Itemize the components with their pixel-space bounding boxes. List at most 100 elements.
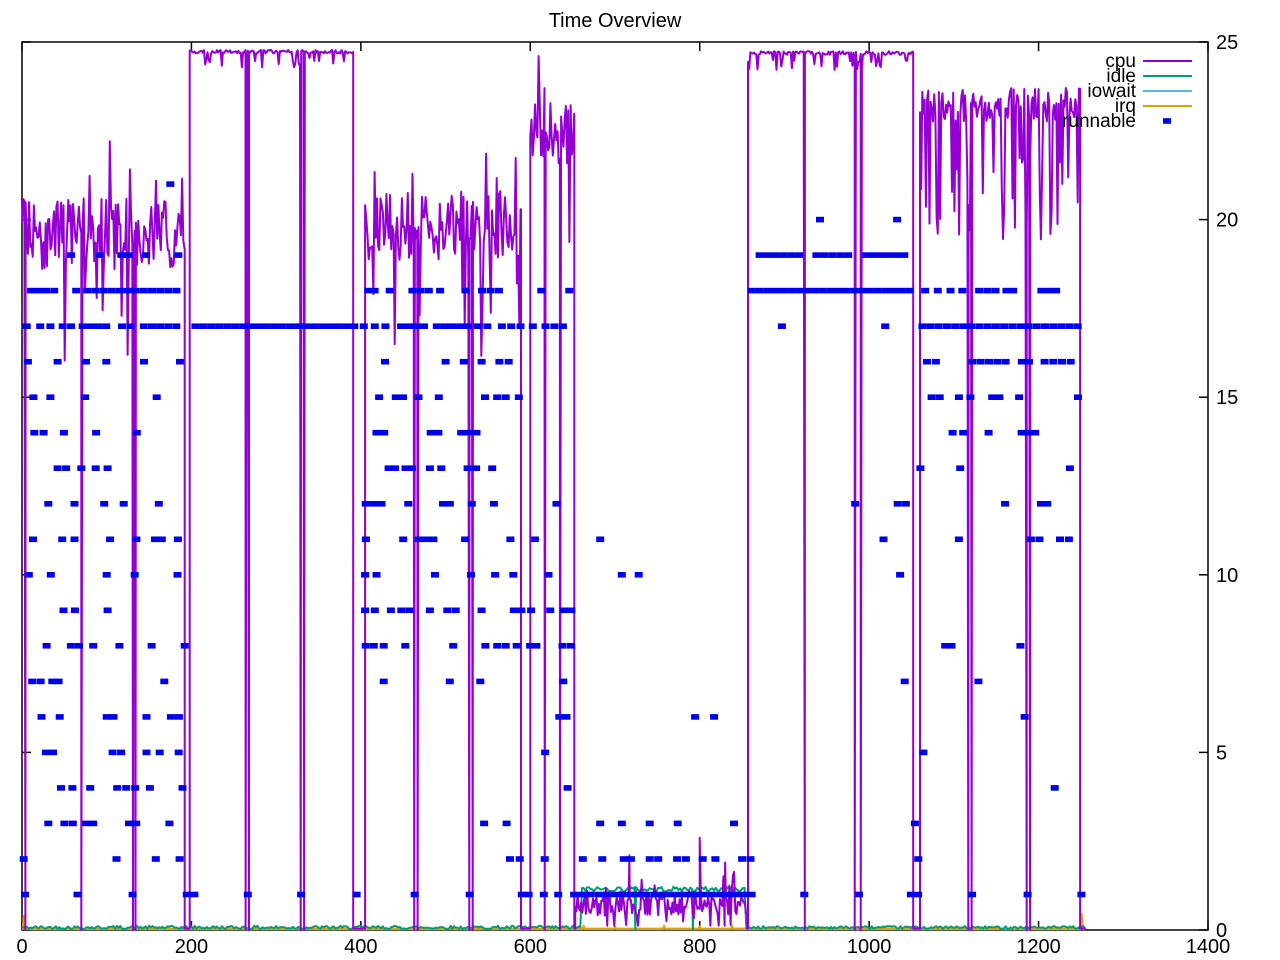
runnable-point xyxy=(243,891,252,898)
runnable-point xyxy=(921,287,930,294)
runnable-point xyxy=(675,891,683,898)
runnable-point xyxy=(247,323,255,329)
runnable-point xyxy=(50,287,59,294)
runnable-point xyxy=(738,856,747,862)
runnable-point xyxy=(405,607,414,614)
x-tick-label: 0 xyxy=(16,936,27,958)
runnable-point xyxy=(931,358,940,365)
runnable-point xyxy=(642,891,651,898)
runnable-point xyxy=(1056,536,1064,543)
runnable-point xyxy=(326,323,335,329)
runnable-point xyxy=(879,536,888,543)
runnable-point xyxy=(67,252,76,258)
runnable-point xyxy=(1050,785,1059,791)
runnable-point xyxy=(155,749,164,756)
runnable-point xyxy=(425,607,434,614)
runnable-point xyxy=(21,891,29,898)
runnable-point xyxy=(634,572,643,578)
runnable-point xyxy=(416,287,425,294)
runnable-point xyxy=(86,785,95,791)
runnable-point xyxy=(1024,429,1033,436)
legend-sample-runnable xyxy=(1163,118,1171,124)
runnable-point xyxy=(747,287,756,294)
y-tick-label: 25 xyxy=(1216,32,1238,54)
runnable-point xyxy=(673,820,682,827)
runnable-point xyxy=(901,501,910,507)
runnable-point xyxy=(148,287,156,294)
runnable-point xyxy=(68,785,77,791)
runnable-point xyxy=(512,643,521,649)
runnable-point xyxy=(586,891,595,898)
runnable-point xyxy=(95,252,104,258)
runnable-point xyxy=(434,394,443,400)
runnable-point xyxy=(893,501,902,507)
runnable-point xyxy=(451,607,460,614)
runnable-point xyxy=(131,287,140,294)
runnable-point xyxy=(310,323,319,329)
runnable-point xyxy=(526,643,535,649)
runnable-point xyxy=(617,572,626,578)
runnable-point xyxy=(109,714,118,720)
runnable-point xyxy=(1043,501,1052,507)
runnable-point xyxy=(60,820,69,827)
runnable-point xyxy=(567,607,576,614)
runnable-point xyxy=(414,536,423,543)
runnable-point xyxy=(634,891,643,898)
runnable-point xyxy=(896,572,905,578)
runnable-point xyxy=(380,429,389,436)
chart-title: Time Overview xyxy=(548,10,682,32)
runnable-point xyxy=(407,465,416,471)
runnable-point xyxy=(509,572,518,578)
runnable-point xyxy=(645,820,654,827)
runnable-point xyxy=(715,891,724,898)
runnable-point xyxy=(958,287,967,294)
runnable-point xyxy=(787,287,796,294)
legend-label-iowait: iowait xyxy=(1087,81,1136,102)
x-tick-label: 1200 xyxy=(1016,936,1061,958)
runnable-point xyxy=(122,785,131,791)
runnable-point xyxy=(176,358,184,365)
runnable-point xyxy=(985,358,993,365)
runnable-point xyxy=(180,643,189,649)
runnable-point xyxy=(199,323,208,329)
runnable-point xyxy=(555,714,564,720)
runnable-point xyxy=(1065,323,1074,329)
runnable-point xyxy=(472,465,481,471)
runnable-point xyxy=(223,323,232,329)
runnable-point xyxy=(983,287,992,294)
runnable-point xyxy=(598,856,607,862)
runnable-point xyxy=(361,572,370,578)
runnable-point xyxy=(370,323,379,329)
runnable-point xyxy=(182,891,191,898)
runnable-point xyxy=(554,891,563,898)
runnable-point xyxy=(55,714,64,720)
runnable-point xyxy=(91,287,100,294)
runnable-point xyxy=(434,429,443,436)
runnable-point xyxy=(86,323,95,329)
runnable-point xyxy=(691,714,700,720)
runnable-point xyxy=(699,891,708,898)
runnable-point xyxy=(489,501,498,507)
runnable-point xyxy=(968,358,977,365)
runnable-point xyxy=(779,287,788,294)
runnable-point xyxy=(364,287,373,294)
runnable-point xyxy=(918,323,927,329)
y-tick-label: 10 xyxy=(1216,565,1238,587)
runnable-point xyxy=(550,323,559,329)
runnable-point xyxy=(506,856,514,862)
runnable-point xyxy=(1058,358,1066,365)
runnable-point xyxy=(381,323,390,329)
runnable-point xyxy=(673,856,682,862)
runnable-point xyxy=(800,891,809,898)
runnable-point xyxy=(70,536,79,543)
runnable-point xyxy=(916,465,925,471)
runnable-point xyxy=(923,358,931,365)
runnable-point xyxy=(164,287,173,294)
runnable-point xyxy=(730,820,738,827)
runnable-point xyxy=(124,252,133,258)
runnable-point xyxy=(975,287,984,294)
runnable-point xyxy=(1065,465,1074,471)
runnable-point xyxy=(92,429,101,436)
runnable-point xyxy=(361,607,370,614)
runnable-point xyxy=(905,287,914,294)
